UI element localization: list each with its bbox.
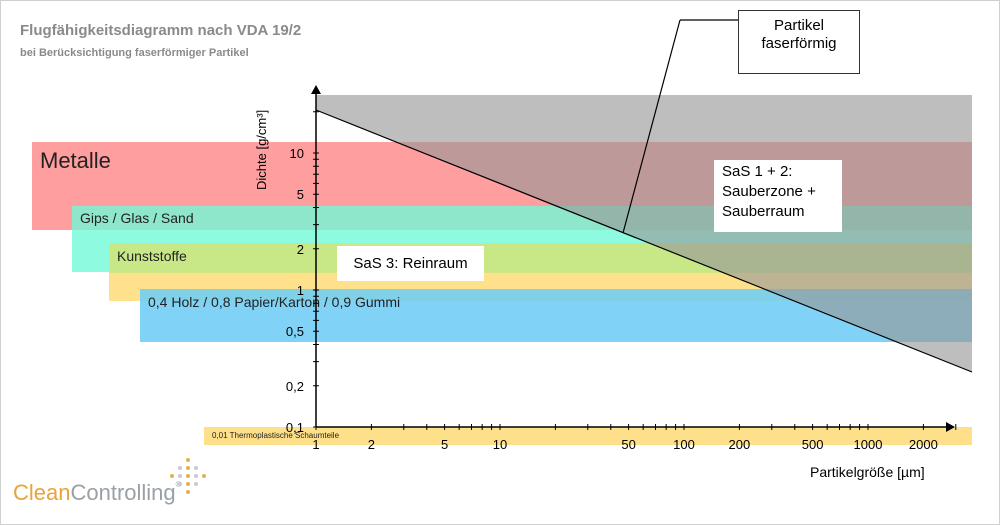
x-tick-label: 100 bbox=[673, 437, 695, 452]
zone-sas12-line1: SaS 1 + 2: bbox=[722, 163, 793, 180]
logo-dot bbox=[170, 474, 174, 478]
logo-dot bbox=[194, 482, 198, 486]
band-label-schaum: 0,01 Thermoplastische Schaumteile bbox=[212, 431, 340, 440]
x-tick-label: 5 bbox=[441, 437, 448, 452]
chart-subtitle: bei Berücksichtigung faserförmiger Parti… bbox=[20, 47, 249, 59]
x-tick-label: 200 bbox=[729, 437, 751, 452]
fiber-line bbox=[622, 19, 681, 234]
x-tick-label: 500 bbox=[802, 437, 824, 452]
boundary-line bbox=[315, 109, 973, 373]
y-tick-label: 10 bbox=[290, 146, 304, 161]
zone-sas12-line2: Sauberzone + bbox=[722, 183, 816, 200]
y-tick-label: 0,1 bbox=[286, 420, 304, 435]
y-tick-label: 0,5 bbox=[286, 324, 304, 339]
zone-sas3-label: SaS 3: Reinraum bbox=[337, 246, 484, 281]
x-tick-label: 1 bbox=[312, 437, 319, 452]
logo-part1: Clean bbox=[13, 480, 71, 505]
logo-dot bbox=[186, 466, 190, 470]
x-tick-label: 10 bbox=[493, 437, 507, 452]
x-axis-arrow bbox=[946, 422, 955, 432]
band-label-holz: 0,4 Holz / 0,8 Papier/Karton / 0,9 Gummi bbox=[148, 294, 401, 310]
logo-dot bbox=[186, 482, 190, 486]
callout-line2: faserförmig bbox=[761, 35, 837, 52]
y-tick-label: 5 bbox=[297, 187, 304, 202]
axis-tick-labels: 0,1 0,2 0,5 1 2 5 10 1 2 5 10 50 100 200 500 1000 2000 bbox=[286, 146, 938, 452]
y-tick-label: 0,2 bbox=[286, 379, 304, 394]
band-label-kunststoffe: Kunststoffe bbox=[117, 248, 187, 264]
logo-dot bbox=[186, 474, 190, 478]
band-label-metalle: Metalle bbox=[40, 148, 111, 173]
fiber-callout: Partikel faserförmig bbox=[738, 10, 860, 74]
axis-ticks bbox=[313, 111, 957, 430]
callout-line1: Partikel bbox=[773, 17, 825, 34]
x-tick-label: 2000 bbox=[909, 437, 938, 452]
logo-dot bbox=[178, 474, 182, 478]
band-schaum bbox=[204, 427, 972, 445]
sas12-gray-region bbox=[316, 95, 972, 372]
y-tick-label: 2 bbox=[297, 242, 304, 257]
zone-sas12-label: SaS 1 + 2: Sauberzone + Sauberraum bbox=[714, 160, 842, 232]
x-tick-label: 50 bbox=[621, 437, 635, 452]
logo-dot bbox=[194, 474, 198, 478]
x-tick-label: 2 bbox=[368, 437, 375, 452]
x-axis-label: Partikelgröße [µm] bbox=[810, 464, 925, 480]
cleancontrolling-logo: CleanControlling® bbox=[13, 480, 182, 506]
logo-dot bbox=[186, 490, 190, 494]
chart-title: Flugfähigkeitsdiagramm nach VDA 19/2 bbox=[20, 22, 302, 39]
zone-sas12-line3: Sauberraum bbox=[722, 203, 805, 220]
logo-dot bbox=[178, 466, 182, 470]
y-axis-arrow bbox=[311, 85, 321, 94]
logo-dot bbox=[194, 466, 198, 470]
x-tick-label: 1000 bbox=[854, 437, 883, 452]
band-label-gips: Gips / Glas / Sand bbox=[80, 210, 194, 226]
logo-dot bbox=[186, 458, 190, 462]
y-tick-label: 1 bbox=[297, 283, 304, 298]
logo-dots-icon bbox=[168, 456, 212, 500]
logo-part2: Controlling bbox=[70, 480, 176, 505]
logo-dot bbox=[202, 474, 206, 478]
logo-dot bbox=[178, 482, 182, 486]
y-axis-label: Dichte [g/cm³] bbox=[254, 110, 269, 190]
